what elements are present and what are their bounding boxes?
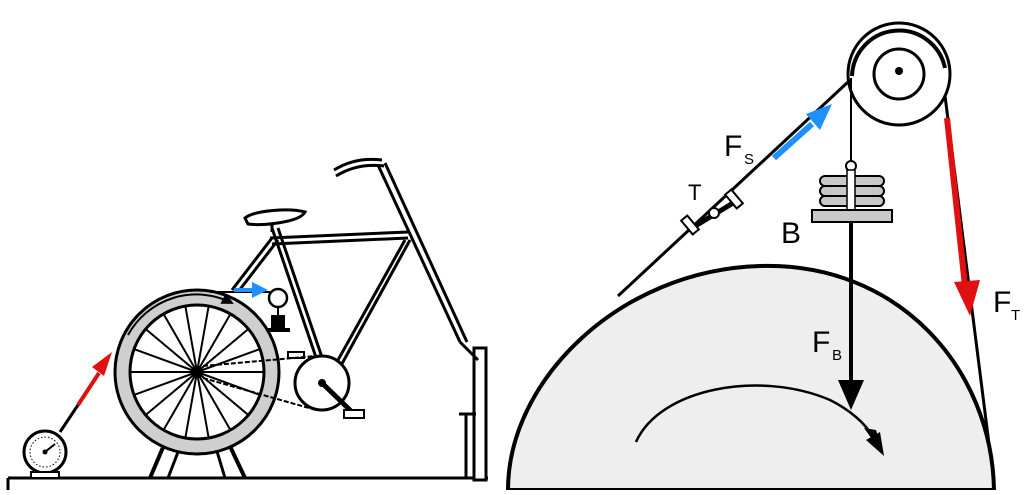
- gauge-tension-arrow: [76, 371, 101, 407]
- wheel-spoke: [196, 314, 231, 373]
- pulley: [846, 21, 952, 127]
- ft-label: F: [993, 286, 1011, 319]
- brake-pulley: [267, 287, 289, 309]
- wheel-spoke: [196, 306, 210, 373]
- wheel-spoke: [163, 314, 198, 373]
- wheel-spoke: [184, 371, 198, 438]
- gauge-line: [58, 404, 80, 433]
- ft-subscript: T: [1011, 307, 1020, 324]
- fs-label: F: [724, 130, 742, 163]
- drum: [505, 263, 997, 492]
- chain: [202, 355, 317, 411]
- back-wheel: [113, 288, 281, 456]
- wheel-spoke: [184, 306, 198, 373]
- wheel-spoke: [134, 348, 198, 373]
- fs-subscript: S: [744, 151, 754, 168]
- base-platform: [6, 476, 488, 490]
- fb-label: F: [812, 326, 830, 359]
- t-label: T: [688, 180, 701, 205]
- fb-subscript: B: [832, 347, 842, 364]
- wheel-spoke: [196, 371, 231, 430]
- drum-rotation-arrow: [634, 384, 874, 443]
- wheel-spoke: [196, 348, 260, 373]
- wheel-spoke: [145, 371, 198, 416]
- force-gauge: [22, 429, 68, 479]
- fs-arrow: [771, 121, 815, 161]
- wheel-spoke: [134, 371, 198, 396]
- ft-arrow: [944, 117, 968, 287]
- wheel-spoke: [163, 371, 198, 430]
- brake-weight: [271, 315, 285, 329]
- saddle: [243, 208, 308, 226]
- weight-stack: [811, 169, 893, 223]
- drum-brake: F S T B F B F T: [505, 21, 1020, 492]
- bicycle-stand: [6, 157, 488, 490]
- wheel-rotation-arrow: [127, 293, 234, 336]
- wheel-spoke: [196, 371, 210, 438]
- bicycle-frame: [230, 157, 480, 381]
- tensiometer: [679, 188, 745, 236]
- wheel-spoke: [196, 371, 260, 396]
- wheel-spoke: [145, 328, 198, 373]
- b-label: B: [781, 217, 801, 250]
